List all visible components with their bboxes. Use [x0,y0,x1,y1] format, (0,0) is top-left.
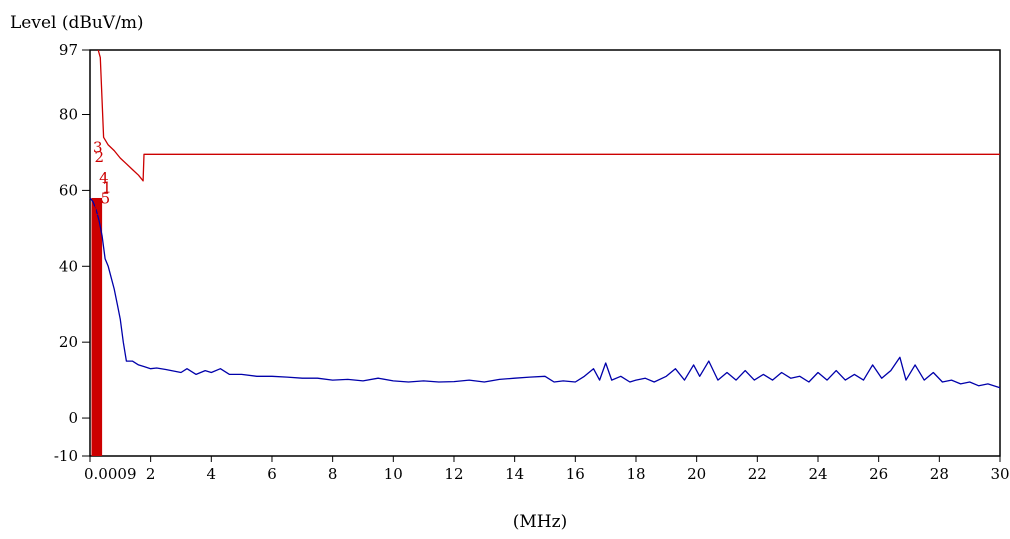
limit-line [97,49,1000,182]
x-tick-label: 18 [626,465,645,483]
marker-label: 3 [93,138,103,156]
x-tick-label: 30 [990,465,1009,483]
x-tick-label: 10 [384,465,403,483]
x-tick-label: 26 [869,465,888,483]
x-tick-label: 12 [444,465,463,483]
marker-label: 2 [95,148,105,166]
x-tick-label: 8 [328,465,338,483]
x-axis-label: (MHz) [513,512,567,532]
y-tick-label: 97 [59,41,78,59]
marker-label: 1 [102,178,112,196]
x-tick-label: 24 [808,465,827,483]
y-tick-label: 0 [68,409,78,427]
marker-label: 6 [93,201,103,219]
measurement-trace [89,197,1001,389]
y-tick-label: 40 [59,257,78,275]
x-tick-label: 4 [207,465,217,483]
x-tick-label: 16 [566,465,585,483]
measurement-bar [91,197,103,456]
x-tick-label: 0.0009 [84,465,137,483]
x-tick-label: 6 [267,465,277,483]
x-tick-label: 2 [146,465,156,483]
marker-label: 4 [99,169,109,187]
marker-label: 5 [101,190,111,208]
y-tick-label: 80 [59,106,78,124]
plot-frame [89,49,1001,457]
x-tick-label: 22 [748,465,767,483]
y-tick-label: 60 [59,181,78,199]
y-tick-label: 20 [59,333,78,351]
x-tick-label: 14 [505,465,524,483]
x-tick-label: 20 [687,465,706,483]
y-tick-label: -10 [54,447,78,465]
x-tick-label: 28 [930,465,949,483]
y-axis-label: Level (dBuV/m) [10,13,144,33]
